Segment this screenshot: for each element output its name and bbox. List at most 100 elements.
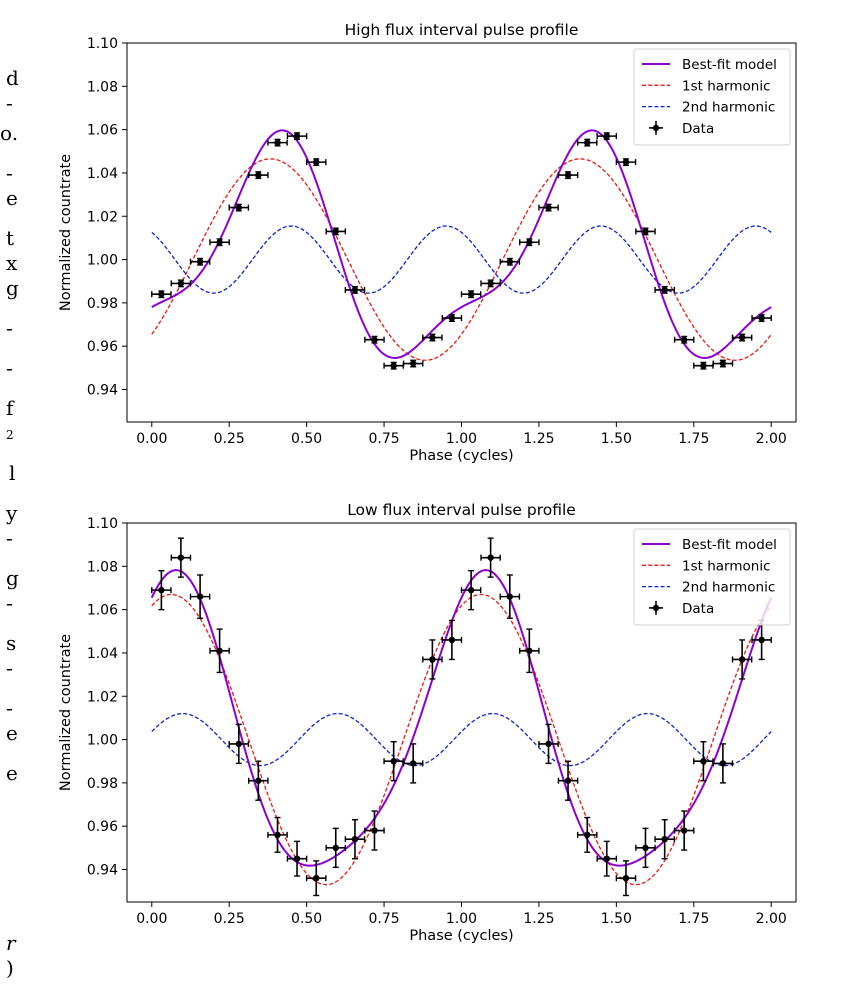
y-tick-label: 1.06 (87, 603, 118, 619)
data-point (615, 860, 637, 897)
x-tick-label: 0.50 (291, 911, 322, 927)
data-point (228, 203, 250, 212)
data-marker (313, 158, 320, 166)
x-tick-label: 1.00 (446, 431, 477, 447)
legend-label: Data (682, 121, 714, 137)
best-fit-curve (151, 129, 772, 359)
x-tick-label: 0.75 (368, 431, 399, 447)
data-point (654, 819, 675, 860)
data-point (731, 639, 753, 680)
data-marker (642, 228, 649, 235)
data-marker (448, 314, 456, 322)
y-tick-label: 0.98 (87, 776, 118, 792)
data-marker (390, 758, 397, 765)
data-point (209, 628, 230, 674)
y-tick-label: 0.94 (87, 383, 118, 399)
data-marker (467, 291, 475, 298)
legend-label: 1st harmonic (682, 558, 771, 574)
data-marker (216, 647, 223, 654)
data-point (499, 257, 521, 266)
harmonic1-curve (151, 158, 772, 361)
data-marker (661, 835, 668, 843)
data-marker (158, 291, 165, 298)
y-tick-label: 1.00 (87, 733, 118, 749)
legend-label: 2nd harmonic (682, 580, 775, 596)
data-marker (700, 758, 707, 765)
y-tick-label: 0.96 (87, 339, 118, 355)
data-marker (758, 636, 765, 644)
data-marker (371, 827, 378, 834)
data-marker (274, 139, 281, 146)
data-marker (680, 827, 688, 834)
data-point (325, 827, 347, 869)
data-marker (584, 139, 591, 146)
data-point (248, 171, 269, 180)
data-marker (429, 656, 436, 663)
legend: Best-fit model 1st harmonic 2nd harmonic Da… (633, 48, 791, 146)
data-point (712, 743, 734, 784)
x-tick-label: 0.25 (214, 911, 245, 927)
data-marker (700, 362, 707, 369)
data-marker (216, 239, 223, 246)
x-tick-label: 2.00 (756, 431, 787, 447)
x-tick-label: 0.00 (136, 911, 167, 927)
legend-box (633, 48, 791, 146)
data-point (693, 741, 714, 782)
data-point (170, 279, 192, 288)
data-marker (603, 132, 610, 140)
y-tick-label: 1.10 (87, 516, 118, 532)
data-marker (719, 760, 727, 767)
legend-label: Data (682, 601, 714, 617)
data-point (712, 359, 734, 368)
data-point (480, 537, 501, 578)
data-marker (506, 258, 514, 265)
y-tick-label: 1.02 (87, 689, 118, 705)
data-marker (545, 740, 552, 748)
data-point (189, 574, 211, 619)
plot-area (150, 537, 773, 897)
data-marker (255, 171, 262, 179)
data-point (151, 569, 172, 611)
data-marker (758, 314, 765, 322)
data-point (557, 171, 579, 180)
axes-frame (126, 42, 797, 423)
chart-title: Low flux interval pulse profile (347, 501, 576, 519)
y-axis-label: Normalized countrate (58, 154, 74, 311)
legend-label: 1st harmonic (682, 78, 771, 94)
x-axis-label: Phase (cycles) (409, 928, 513, 944)
x-tick-label: 1.25 (523, 431, 554, 447)
y-tick-label: 0.98 (87, 296, 118, 312)
data-marker (603, 855, 610, 862)
y-tick-label: 0.96 (87, 819, 118, 835)
data-marker (409, 760, 417, 767)
x-tick-label: 0.50 (291, 431, 322, 447)
data-marker (371, 336, 378, 343)
data-marker (738, 334, 746, 341)
x-tick-label: 0.75 (368, 911, 399, 927)
x-tick-label: 1.00 (446, 911, 477, 927)
data-point (305, 860, 327, 897)
data-point (267, 138, 288, 147)
data-marker (196, 258, 204, 265)
data-point (422, 639, 443, 680)
x-tick-label: 2.00 (756, 911, 787, 927)
data-marker (526, 239, 533, 246)
data-marker (526, 647, 533, 654)
data-point (673, 810, 695, 851)
x-tick-label: 1.50 (601, 431, 632, 447)
legend-label: Best-fit model (682, 57, 777, 73)
data-marker (293, 132, 301, 140)
y-tick-label: 1.04 (87, 166, 118, 182)
data-marker (661, 286, 668, 294)
data-point (731, 333, 753, 342)
data-point (499, 574, 521, 619)
data-point (344, 819, 366, 860)
data-marker (332, 228, 339, 235)
x-tick-label: 1.25 (523, 911, 554, 927)
data-point (383, 361, 404, 370)
data-marker (738, 656, 746, 663)
data-marker (487, 554, 494, 561)
legend: Best-fit model 1st harmonic 2nd harmonic Da… (633, 528, 791, 626)
data-marker (545, 204, 552, 211)
data-point (305, 158, 327, 167)
